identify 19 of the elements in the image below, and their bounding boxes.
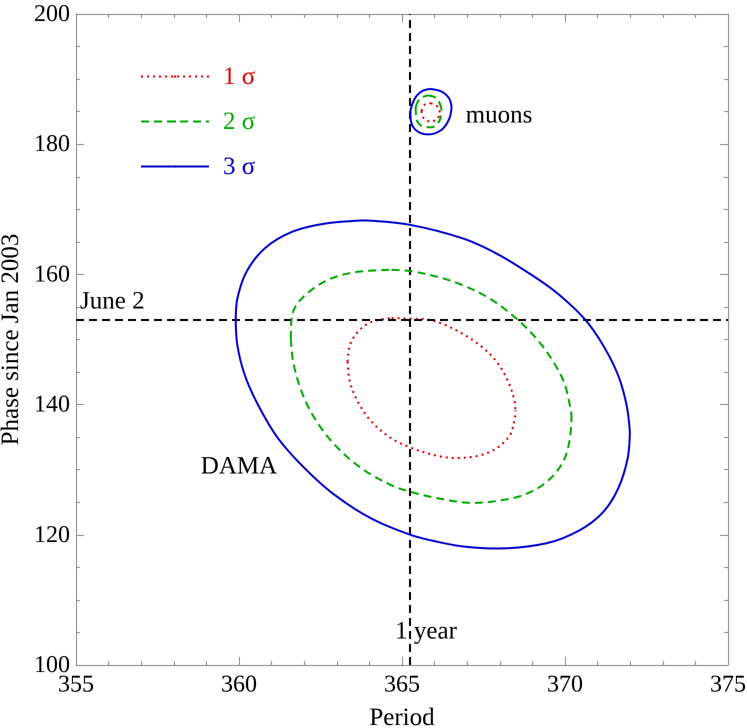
annotation: muons (466, 102, 532, 128)
ref-line-label: June 2 (80, 287, 145, 314)
x-tick-label: 370 (547, 672, 583, 698)
y-tick-label: 120 (34, 522, 70, 548)
y-tick-label: 140 (34, 392, 70, 418)
y-tick-label: 200 (34, 1, 70, 27)
legend-label: 2 σ (223, 108, 256, 135)
x-tick-label: 355 (58, 672, 94, 698)
legend-label: 1 σ (223, 63, 256, 90)
y-tick-label: 180 (34, 131, 70, 158)
x-tick-label: 360 (221, 672, 257, 698)
legend-label: 3 σ (223, 153, 256, 180)
x-tick-label: 375 (710, 672, 746, 698)
y-tick-label: 160 (34, 261, 70, 288)
x-tick-label: 365 (384, 672, 420, 698)
x-axis-title: Period (369, 704, 436, 728)
y-axis-title: Phase since Jan 2003 (0, 234, 24, 446)
annotation: DAMA (200, 452, 278, 480)
ref-line-label: 1 year (395, 618, 458, 644)
